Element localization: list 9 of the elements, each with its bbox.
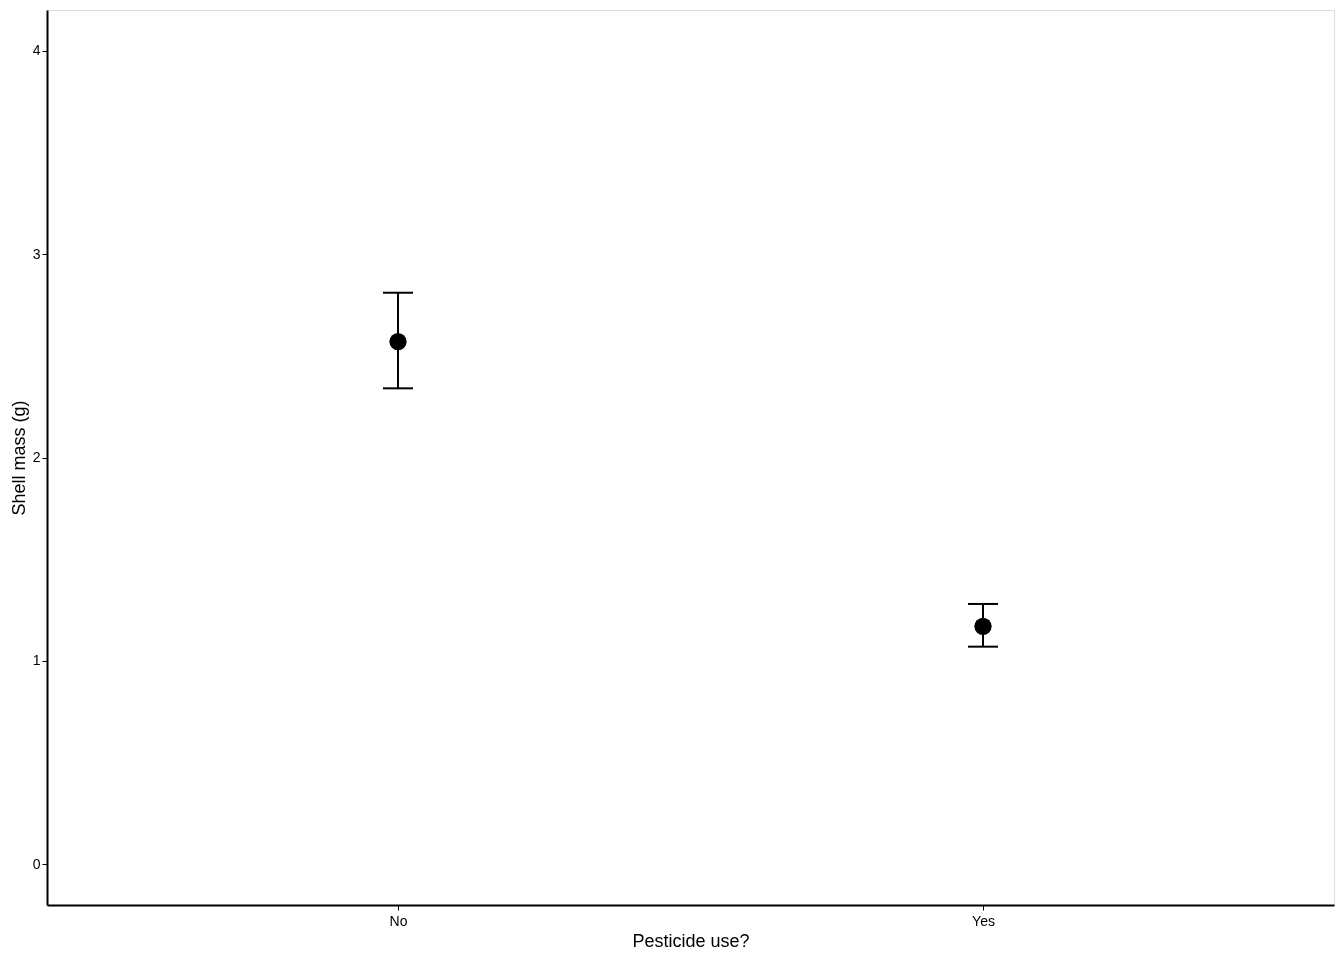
x-tick-label: No (389, 912, 408, 929)
y-axis-title: Shell mass (g) (8, 400, 29, 516)
x-tick-label: Yes (972, 912, 995, 929)
y-tick-label: 0 (32, 855, 41, 872)
y-tick-label: 3 (32, 245, 41, 262)
y-tick-label: 1 (32, 652, 41, 669)
y-tick-label: 4 (32, 42, 41, 59)
x-axis-title: Pesticide use? (632, 930, 750, 951)
y-tick-label: 2 (32, 449, 41, 465)
